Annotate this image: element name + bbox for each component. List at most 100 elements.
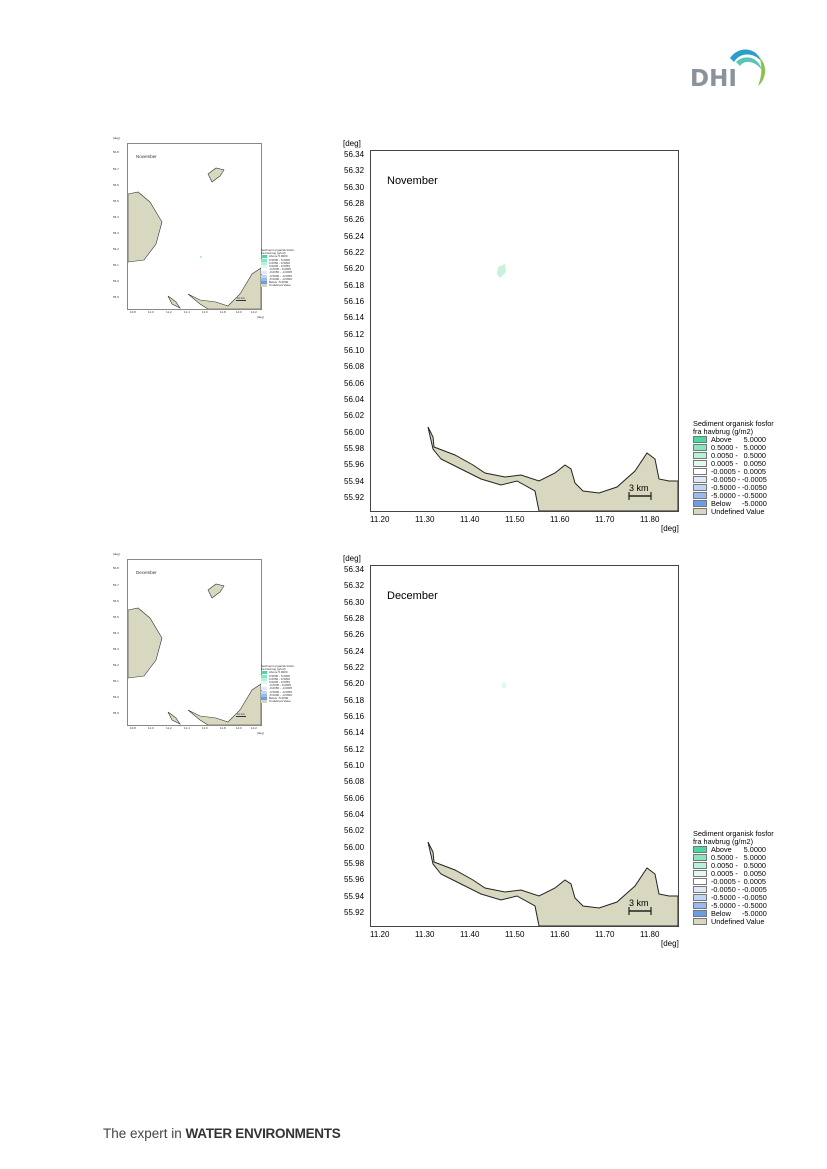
overview-legend-row: -5.0000 - -0.5000 (261, 693, 294, 697)
detail-x-tick: 11.50 (505, 515, 525, 524)
detail-y-tick: 56.32 (344, 581, 365, 590)
overview-legend-label: Above 5.0000 (269, 670, 288, 675)
overview-legend-row: Undefined Value (261, 283, 294, 288)
legend-label: Above (711, 435, 732, 444)
legend-row: -5.0000 - -0.5000 (693, 492, 774, 500)
legend-subtitle: fra havbrug (g/m2) (693, 427, 754, 436)
detail-month-label: December (387, 590, 438, 602)
overview-x-tick: 10.8 (130, 726, 136, 730)
legend-title: Sediment organisk fosfor (693, 419, 774, 428)
detail-y-tick: 56.22 (344, 248, 365, 257)
detail-x-tick: 11.80 (640, 515, 660, 524)
detail-x-tick: 11.40 (460, 930, 480, 939)
detail-x-tick: 11.40 (460, 515, 480, 524)
footer-tagline: The expert in WATER ENVIRONMENTS (103, 1126, 341, 1141)
detail-month-label: November (387, 175, 438, 187)
overview-y-tick: 56.5 (113, 199, 119, 203)
legend-value: -0.0005 (742, 475, 767, 484)
detail-y-tick: 56.12 (344, 745, 365, 754)
detail-y-tick: 56.02 (344, 411, 365, 420)
detail-y-tick: 55.92 (344, 908, 365, 917)
overview-legend-label: Below -5.0000 (269, 279, 289, 284)
detail-y-tick: 56.26 (344, 630, 365, 639)
detail-y-tick: 56.34 (344, 565, 365, 574)
legend-value: -0.0050 (742, 483, 767, 492)
detail-y-tick: 56.06 (344, 379, 365, 388)
overview-scale-bar: 10 km (236, 712, 246, 717)
overview-legend-label: Undefined Value (269, 699, 291, 704)
detail-y-tick: 56.06 (344, 794, 365, 803)
overview-legend-label: Below -5.0000 (269, 695, 289, 700)
detail-y-tick: 56.20 (344, 679, 365, 688)
overview-y-tick: 56.5 (113, 615, 119, 619)
overview-legend-label: 0.5000 - 5.0000 (269, 257, 291, 262)
overview-legend-row: -0.0005 - 0.0005 (261, 683, 294, 688)
legend-subtitle: fra havbrug (g/m2) (693, 837, 754, 846)
legend-row: 0.0005 - 0.0050 (693, 460, 774, 468)
legend-value: 0.5000 (743, 861, 766, 870)
wave-icon (730, 49, 766, 86)
detail-map-svg (427, 264, 678, 511)
detail-y-tick: 55.96 (344, 875, 365, 884)
overview-legend-label: 0.0005 - 0.0050 (269, 679, 291, 684)
detail-y-tick: 56.14 (344, 728, 365, 737)
overview-legend-row: -0.0005 - 0.0005 (261, 267, 294, 272)
overview-y-tick: 56.4 (113, 215, 119, 219)
overview-legend-label: -5.0000 - -0.5000 (269, 276, 293, 281)
overview-legend-row: Below -5.0000 (261, 279, 294, 284)
overview-x-tick: 11.2 (166, 726, 172, 730)
legend-row: Above 5.0000 (693, 846, 774, 854)
detail-map-frame: November 3 km (370, 150, 679, 512)
legend-value: 5.0000 (743, 845, 766, 854)
legend-label: Above (711, 845, 732, 854)
detail-scale-bar-label: 3 km (629, 898, 649, 908)
overview-legend-row: 0.5000 - 5.0000 (261, 674, 294, 678)
overview-legend-row: -0.0050 - -0.0005 (261, 687, 294, 691)
overview-legend-label: -0.5000 - -0.0050 (269, 273, 293, 278)
overview-x-tick: 12.2 (251, 310, 257, 314)
legend-row: Below -5.0000 (693, 910, 774, 918)
legend-row: 0.0050 - 0.5000 (693, 452, 774, 460)
legend-label: 0.5000 - (711, 443, 738, 452)
overview-legend-label: 0.0005 - 0.0050 (269, 263, 291, 268)
detail-y-tick: 56.10 (344, 346, 365, 355)
detail-y-unit: [deg] (343, 554, 361, 563)
detail-map-svg (427, 683, 678, 926)
overview-legend-label: 0.0050 - 0.5000 (269, 676, 291, 681)
overview-map-frame: November 10 km (127, 143, 262, 310)
overview-y-unit: [deg] (113, 136, 120, 140)
legend-row: -5.0000 - -0.5000 (693, 902, 774, 910)
detail-x-tick: 11.50 (505, 930, 525, 939)
overview-legend-row: 0.5000 - 5.0000 (261, 257, 294, 262)
legend-value: -0.5000 (742, 901, 767, 910)
legend-label: -0.0005 - (711, 877, 741, 886)
overview-y-tick: 56.7 (113, 167, 119, 171)
detail-x-tick: 11.20 (370, 515, 390, 524)
detail-y-tick: 55.94 (344, 477, 365, 486)
legend-row: 0.5000 - 5.0000 (693, 854, 774, 862)
detail-x-unit: [deg] (661, 939, 679, 948)
legend-row: -0.0050 - -0.0005 (693, 886, 774, 894)
detail-y-tick: 56.32 (344, 166, 365, 175)
detail-y-tick: 55.96 (344, 460, 365, 469)
legend-value: 0.5000 (743, 451, 766, 460)
detail-y-tick: 56.28 (344, 199, 365, 208)
detail-y-tick: 55.98 (344, 859, 365, 868)
legend-label: -0.0050 - (711, 885, 741, 894)
overview-y-tick: 56.8 (113, 150, 119, 154)
legend-value: -5.0000 (742, 499, 767, 508)
detail-x-tick: 11.60 (550, 930, 570, 939)
detail-y-tick: 56.18 (344, 696, 365, 705)
legend-value: 0.0050 (743, 869, 766, 878)
overview-legend-label: 0.0050 - 0.5000 (269, 260, 291, 265)
detail-y-tick: 55.92 (344, 493, 365, 502)
legend-row: Above 5.0000 (693, 436, 774, 444)
detail-x-tick: 11.60 (550, 515, 570, 524)
detail-y-tick: 56.18 (344, 281, 365, 290)
legend-row: -0.0005 -0.0005 (693, 468, 774, 476)
overview-y-tick: 55.9 (113, 295, 119, 299)
overview-x-unit: [deg] (257, 315, 264, 319)
overview-legend-label: Above 5.0000 (269, 254, 288, 259)
legend-row: -0.0005 -0.0005 (693, 878, 774, 886)
detail-y-tick: 56.26 (344, 215, 365, 224)
